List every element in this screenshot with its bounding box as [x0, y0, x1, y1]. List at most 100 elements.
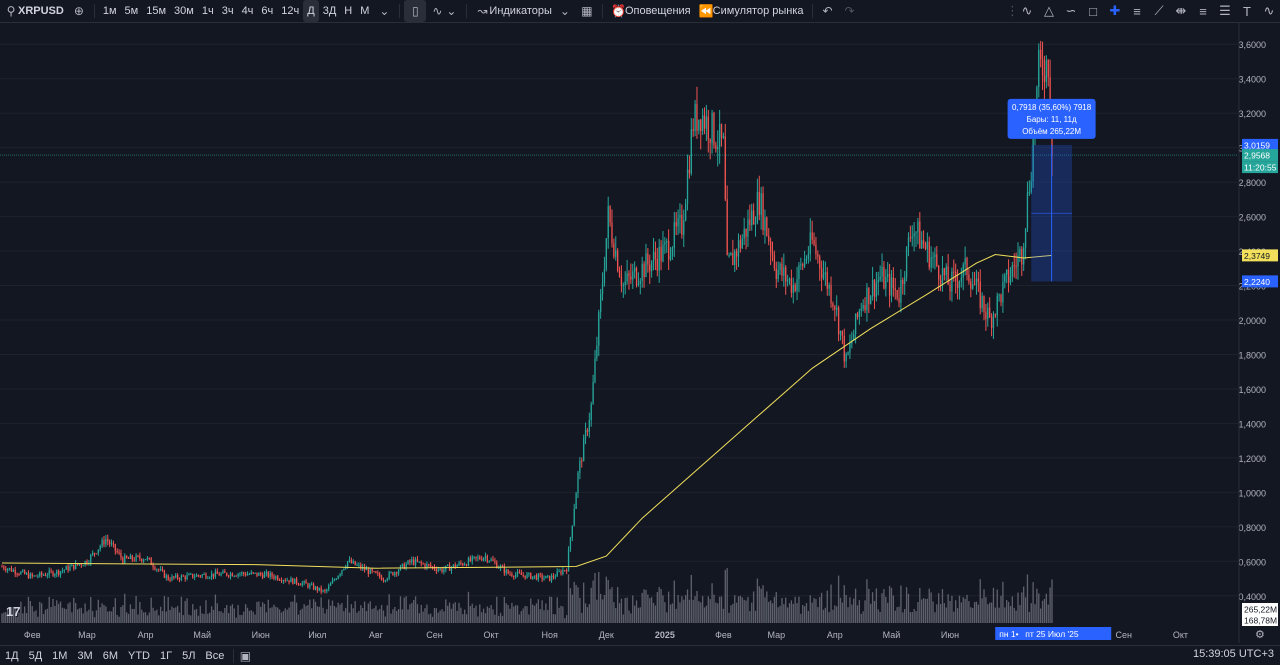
volume-bar — [938, 593, 940, 623]
replay-button[interactable]: ⏪ Симулятор рынка — [695, 0, 808, 22]
volume-bar — [949, 600, 951, 623]
candle-body — [16, 573, 18, 575]
interval-2[interactable]: 15м — [146, 5, 167, 17]
candle-body — [447, 564, 449, 566]
list-tool-icon[interactable]: ☰ — [1219, 3, 1231, 18]
range-3[interactable]: 3М — [77, 649, 93, 662]
trendline-tool-icon[interactable]: ⟋ — [1154, 3, 1164, 18]
x-tick-label: Фев — [24, 630, 41, 640]
candle-body — [278, 579, 281, 581]
candle-body — [1013, 265, 1015, 267]
volume-bar — [433, 607, 436, 623]
redo-button[interactable]: ↷ — [839, 0, 861, 22]
interval-1[interactable]: 5м — [124, 5, 139, 17]
price-chart[interactable]: 3,60003,40003,20003,00002,80002,60002,40… — [0, 23, 1280, 643]
range-0[interactable]: 1Д — [5, 649, 19, 662]
range-4[interactable]: 6М — [102, 649, 118, 662]
volume-bar — [197, 615, 200, 623]
line-chart-type-button[interactable]: ∿ ⌄ — [426, 0, 462, 22]
candle-body — [192, 573, 194, 578]
candle-body — [577, 472, 579, 494]
candle-body — [343, 568, 345, 571]
triangle-tool-icon[interactable]: △ — [1044, 3, 1054, 18]
range-1[interactable]: 5Д — [28, 649, 43, 662]
volume-bar — [286, 609, 288, 623]
alerts-button[interactable]: ⏰ Оповещения — [607, 0, 695, 22]
volume-bar — [690, 574, 692, 623]
volume-bar — [441, 609, 443, 623]
measure-tooltip-line1: 0,7918 (35,60%) 7918 — [1012, 103, 1092, 112]
volume-bar — [309, 599, 311, 623]
volume-bar — [220, 611, 222, 623]
volume-bar — [605, 576, 607, 623]
volume-bar — [350, 604, 353, 623]
text-tool-icon[interactable]: T — [1243, 3, 1251, 19]
horizontal-lines-icon[interactable]: ≡ — [1199, 3, 1207, 19]
interval-11[interactable]: Н — [344, 5, 353, 17]
volume-bar — [388, 594, 390, 623]
candle-body — [273, 576, 275, 579]
candle-body — [790, 278, 793, 293]
interval-7[interactable]: 6ч — [261, 5, 274, 17]
alerts-label: Оповещения — [624, 5, 691, 17]
parallel-channel-icon[interactable]: ⇼ — [1175, 3, 1187, 18]
volume-bar — [785, 597, 787, 623]
volume-bar — [265, 612, 268, 623]
interval-6[interactable]: 4ч — [241, 5, 254, 17]
candle-body — [877, 279, 879, 283]
wave-tool-icon[interactable]: ∿ — [1263, 3, 1275, 18]
candle-body — [535, 575, 538, 580]
volume-bar — [537, 599, 539, 623]
interval-9[interactable]: Д — [303, 0, 319, 22]
candle-body — [282, 580, 285, 582]
interval-8[interactable]: 12ч — [281, 5, 300, 17]
candle-body — [705, 116, 708, 129]
interval-3[interactable]: 30м — [174, 5, 194, 17]
candle-body — [161, 569, 164, 571]
candle-body — [989, 307, 991, 318]
clock-timezone[interactable]: 15:39:05 UTC+3 — [1192, 648, 1274, 660]
candle-body — [481, 559, 483, 561]
rectangle-tool-icon[interactable]: □ — [1089, 3, 1097, 19]
volume-bar — [447, 605, 449, 623]
interval-dropdown-button[interactable]: ⌄ — [373, 0, 395, 22]
interval-0[interactable]: 1м — [102, 5, 117, 17]
fib-tool-icon[interactable]: ≡ — [1133, 3, 1141, 19]
volume-bar — [1013, 607, 1015, 623]
volume-bar — [726, 568, 728, 623]
y-tick-label: 1,4000 — [1238, 419, 1266, 429]
candle-body — [851, 340, 853, 344]
symbol-search[interactable]: ⚲ XRPUSD — [0, 0, 68, 22]
candle-body — [656, 258, 658, 271]
calendar-range-icon[interactable]: ▣ — [239, 648, 252, 663]
range-6[interactable]: 1Г — [160, 649, 173, 662]
candles-chart-type-button[interactable]: ▯ — [404, 0, 427, 22]
interval-12[interactable]: М — [360, 5, 370, 17]
volume-bar — [805, 603, 808, 623]
volume-bar — [575, 584, 577, 623]
add-symbol-button[interactable]: ⊕ — [68, 0, 90, 22]
range-8[interactable]: Все — [205, 649, 225, 662]
volume-bar — [371, 609, 373, 623]
candle-body — [582, 438, 585, 462]
interval-5[interactable]: 3ч — [221, 5, 234, 17]
settings-gear-icon[interactable]: ⚙ — [1255, 629, 1265, 641]
range-7[interactable]: 5Л — [182, 649, 196, 662]
undo-button[interactable]: ↶ — [817, 0, 839, 22]
range-2[interactable]: 1М — [52, 649, 68, 662]
volume-bar — [728, 612, 730, 623]
candle-body — [904, 277, 906, 285]
path-tool-icon[interactable]: ∽ — [1065, 3, 1077, 18]
range-5[interactable]: YTD — [128, 649, 150, 662]
candle-body — [112, 543, 115, 545]
interval-10[interactable]: 3Д — [322, 5, 337, 17]
indicators-button[interactable]: ↝ Индикаторы ⌄ — [471, 0, 576, 22]
pattern-tool-icon[interactable]: ∿ — [1021, 3, 1033, 18]
interval-4[interactable]: 1ч — [201, 5, 214, 17]
candle-body — [277, 576, 279, 580]
candle-body — [632, 271, 634, 280]
crosshair-tool-icon[interactable]: ✚ — [1109, 3, 1121, 18]
candle-body — [294, 578, 296, 584]
layouts-button[interactable]: ▦ — [576, 0, 598, 22]
volume-bar — [836, 606, 838, 623]
